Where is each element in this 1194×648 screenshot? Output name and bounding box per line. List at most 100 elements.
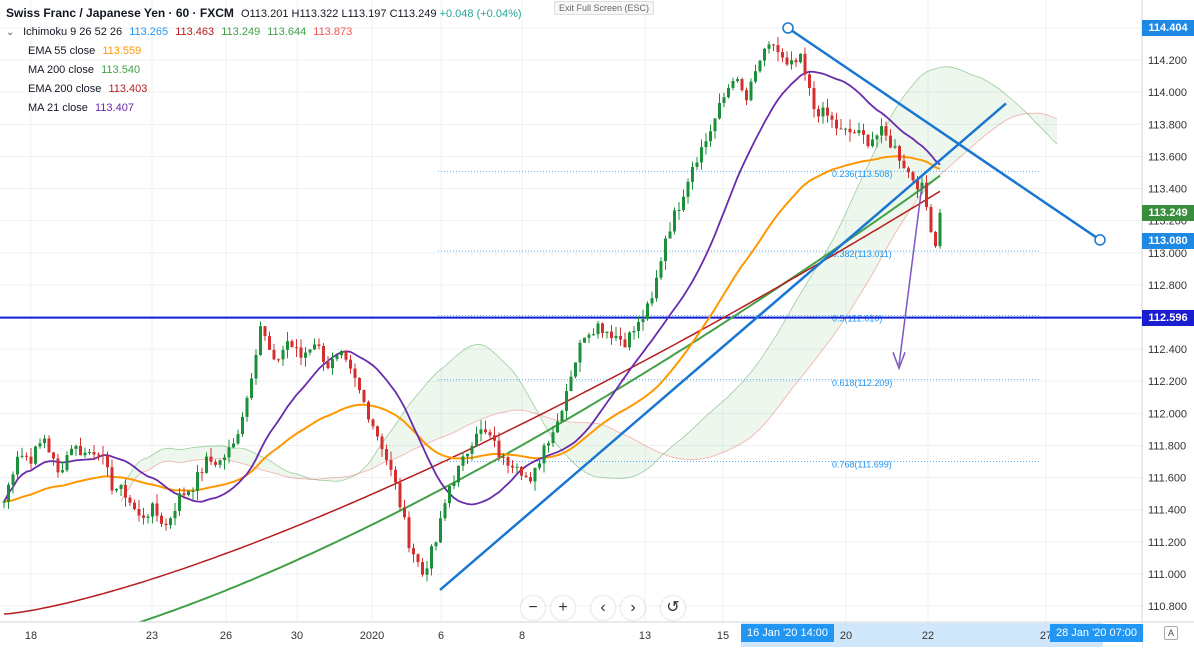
chevron-icon[interactable]: ⌄ <box>6 27 15 38</box>
candle-body <box>695 162 699 167</box>
candle-body <box>938 212 942 247</box>
candle-body <box>241 416 244 435</box>
candle-body <box>160 515 163 524</box>
candle-body <box>461 456 465 466</box>
reset-chart-button[interactable]: ↺ <box>661 596 685 620</box>
zoom-in-button[interactable]: + <box>551 596 575 620</box>
candle-body <box>853 132 856 134</box>
candle-body <box>443 503 447 519</box>
candle-body <box>65 455 69 471</box>
candle-body <box>268 336 271 350</box>
candle-body <box>214 461 217 465</box>
candle-body <box>484 429 487 433</box>
candle-body <box>101 454 105 456</box>
candle-body <box>929 207 933 232</box>
candle-body <box>223 457 226 461</box>
trendline-handle <box>1094 234 1106 246</box>
candle-body <box>313 344 316 350</box>
candle-body <box>754 71 757 82</box>
fib-label: 0.618(112.209) <box>832 378 892 388</box>
candle-body <box>367 401 370 420</box>
price-tick-label: 111.400 <box>1148 505 1186 517</box>
candle-body <box>430 546 433 569</box>
candle-body <box>70 448 73 456</box>
candle-body <box>844 128 847 130</box>
candle-body <box>668 231 672 239</box>
candle-body <box>110 467 114 491</box>
candle-body <box>848 128 852 133</box>
candle-body <box>479 429 483 434</box>
price-tick-label: 113.800 <box>1148 119 1187 131</box>
ma200-row[interactable]: MA 200 close 113.540 <box>6 61 522 80</box>
fibonacci-retracement: 0.236(113.508)0.382(113.011)0.5(112.610)… <box>0 169 1142 470</box>
candle-body <box>686 181 690 197</box>
candle-body <box>664 238 667 262</box>
candle-body <box>205 456 208 473</box>
price-tick-label: 111.600 <box>1148 473 1186 485</box>
candle-body <box>142 515 145 518</box>
candle-body <box>191 490 195 492</box>
candle-body <box>106 455 109 468</box>
candle-body <box>407 517 411 549</box>
ema200-row[interactable]: EMA 200 close 113.403 <box>6 80 522 99</box>
candle-body <box>880 126 883 136</box>
candle-body <box>673 210 676 232</box>
candle-body <box>781 52 784 58</box>
exit-fullscreen-button[interactable]: Exit Full Screen (ESC) <box>554 1 655 15</box>
time-axis[interactable]: 18 23 26 30 2020 6 8 13 15 20 22 27 <box>0 621 1194 648</box>
auto-scale-button[interactable]: A <box>1164 626 1178 640</box>
projection-arrow <box>898 185 923 366</box>
candle-body <box>533 467 537 482</box>
candle-body <box>457 465 460 483</box>
candle-body <box>7 484 10 502</box>
candle-body <box>718 103 721 119</box>
scroll-forward-button[interactable]: › <box>621 596 645 620</box>
zoom-out-button[interactable]: − <box>521 596 545 620</box>
candle-body <box>74 445 78 449</box>
candle-body <box>79 445 82 456</box>
trendline-drawings[interactable] <box>439 22 1106 591</box>
ichimoku-row[interactable]: ⌄ Ichimoku 9 26 52 26 113.265 113.463 11… <box>6 23 522 42</box>
ema200-label: EMA 200 close <box>28 83 102 95</box>
candle-body <box>137 509 141 516</box>
price-tick-label: 113.600 <box>1148 151 1187 163</box>
candle-body <box>272 349 276 360</box>
ichimoku-cloud <box>120 66 1058 502</box>
candle-body <box>43 438 46 444</box>
candle-body <box>812 87 816 110</box>
time-tag-end: 28 Jan '20 07:00 <box>1050 624 1144 642</box>
ma21-row[interactable]: MA 21 close 113.407 <box>6 99 522 118</box>
scroll-back-button[interactable]: ‹ <box>591 596 615 620</box>
candle-body <box>88 452 91 454</box>
candle-body <box>565 391 568 411</box>
candle-body <box>574 362 577 377</box>
candle-body <box>448 485 451 504</box>
candle-body <box>524 475 528 478</box>
candle-body <box>277 359 280 361</box>
candle-body <box>245 397 249 417</box>
time-tick-label: 8 <box>519 630 525 642</box>
candle-body <box>209 456 213 462</box>
candle-body <box>506 457 510 466</box>
ma200-value: 113.540 <box>101 64 141 76</box>
ema55-row[interactable]: EMA 55 close 113.559 <box>6 42 522 61</box>
candle-body <box>178 493 181 511</box>
candle-body <box>529 477 532 482</box>
candle-body <box>839 128 843 130</box>
candle-body <box>385 449 388 461</box>
candle-body <box>146 516 150 518</box>
candle-body <box>97 454 100 456</box>
candle-body <box>389 460 393 470</box>
candle-body <box>862 130 865 135</box>
candle-body <box>830 115 834 120</box>
candle-body <box>362 390 366 402</box>
price-tag-high: 114.404 <box>1142 20 1194 36</box>
time-tick-label: 20 <box>840 630 852 642</box>
candle-body <box>560 410 564 422</box>
candle-body <box>547 443 550 446</box>
candle-body <box>331 359 334 369</box>
candle-body <box>677 209 681 211</box>
candle-body <box>232 443 235 448</box>
candle-body <box>610 331 613 339</box>
